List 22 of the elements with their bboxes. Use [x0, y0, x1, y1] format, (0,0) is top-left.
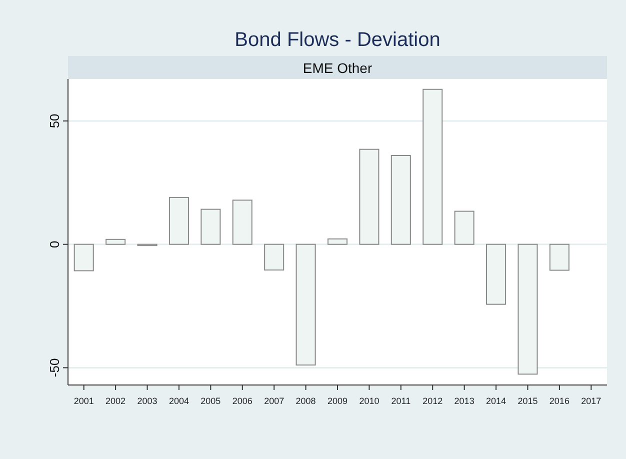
- y-tick-label: -50: [47, 358, 62, 378]
- x-tick-label: 2007: [264, 396, 284, 406]
- x-tick-label: 2010: [359, 396, 380, 406]
- x-tick-label: 2013: [454, 396, 474, 406]
- x-tick-label: 2017: [581, 396, 602, 406]
- x-tick-label: 2014: [486, 396, 506, 406]
- y-tick-label: 0: [47, 240, 62, 248]
- chart-subtitle: EME Other: [302, 60, 372, 76]
- x-tick-label: 2016: [549, 396, 570, 406]
- chart-title: Bond Flows - Deviation: [234, 29, 440, 51]
- x-tick-label: 2004: [168, 396, 189, 406]
- x-tick-label: 2003: [137, 396, 158, 406]
- x-tick-label: 2008: [296, 396, 316, 406]
- x-tick-label: 2009: [327, 396, 348, 406]
- x-tick-label: 2015: [518, 396, 538, 406]
- x-tick-label: 2012: [422, 396, 443, 406]
- x-tick-label: 2001: [74, 396, 94, 406]
- x-tick-label: 2005: [200, 396, 221, 406]
- x-tick-label: 2006: [232, 396, 252, 406]
- x-tick-label: 2011: [391, 396, 411, 406]
- y-tick-label: 50: [47, 114, 62, 128]
- x-tick-label: 2002: [106, 396, 126, 406]
